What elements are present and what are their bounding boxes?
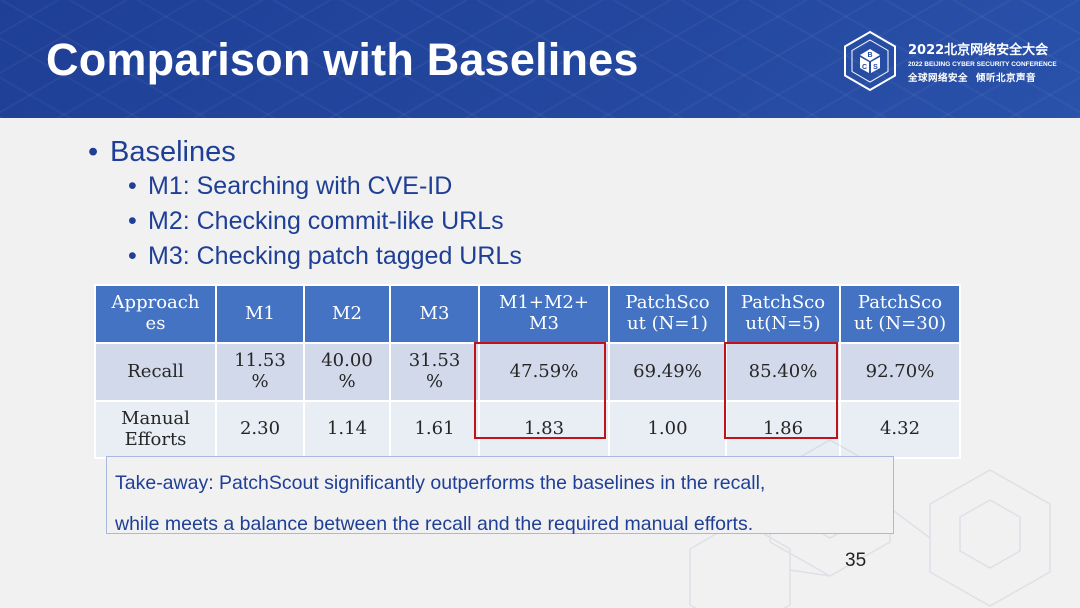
table-cell: 40.00% xyxy=(303,342,391,402)
column-header-approaches: Approach es xyxy=(94,284,217,344)
table-cell: 69.49% xyxy=(608,342,727,402)
sub-bullet-text: M2: Checking commit-like URLs xyxy=(148,207,504,235)
column-header-patchscout-n30: PatchSco ut (N=30) xyxy=(839,284,961,344)
table-cell: 92.70% xyxy=(839,342,961,402)
bullet-heading: • Baselines xyxy=(88,136,522,172)
bullet-dot-icon: • xyxy=(88,136,99,168)
svg-text:B: B xyxy=(867,52,872,59)
comparison-table: Approach es M1 M2 M3 M1+M2+ M3 PatchSco ut … xyxy=(94,284,961,459)
column-header-m1-m2-m3: M1+M2+ M3 xyxy=(478,284,610,344)
svg-text:C: C xyxy=(862,64,867,71)
takeaway-line-1: Take-away: PatchScout significantly outp… xyxy=(115,472,766,494)
bullet-dot-icon: • xyxy=(128,207,137,235)
table-cell: 1.86 xyxy=(725,400,841,459)
table-cell: 4.32 xyxy=(839,400,961,459)
column-header-m2: M2 xyxy=(303,284,391,344)
takeaway-box: Take-away: PatchScout significantly outp… xyxy=(106,456,894,535)
column-header-m3: M3 xyxy=(389,284,480,344)
slogan-left: 全球网络安全 xyxy=(908,73,969,84)
page-number: 35 xyxy=(845,550,867,571)
bullet-list: • Baselines • M1: Searching with CVE-ID • M… xyxy=(88,136,522,277)
svg-text:S: S xyxy=(873,64,878,71)
highlight-box-m1-m2-m3 xyxy=(474,342,606,439)
column-header-patchscout-n5: PatchSco ut(N=5) xyxy=(725,284,841,344)
sub-bullet: • M3: Checking patch tagged URLs xyxy=(88,242,522,277)
table-cell: 47.59% xyxy=(478,342,610,402)
table-cell: 31.53% xyxy=(389,342,480,402)
table-cell: 1.83 xyxy=(478,400,610,459)
table-row-recall: Recall 11.53% 40.00% 31.53% 47.59% 69.49… xyxy=(94,342,961,402)
conference-slogan: 全球网络安全 倾听北京声音 xyxy=(908,70,1057,84)
table-cell: 1.61 xyxy=(389,400,480,459)
row-label-manual-efforts: Manual Efforts xyxy=(94,400,217,459)
bullet-dot-icon: • xyxy=(128,172,137,200)
sub-bullet: • M1: Searching with CVE-ID xyxy=(88,172,522,207)
conference-name-cn: 2022北京网络安全大会 xyxy=(908,43,1049,58)
slide-header: Comparison with Baselines B C S 2022北京网络… xyxy=(0,0,1080,118)
sub-bullet-text: M3: Checking patch tagged URLs xyxy=(148,242,522,270)
bullet-heading-text: Baselines xyxy=(110,136,236,168)
highlight-box-patchscout-n5 xyxy=(724,342,838,439)
table-cell: 2.30 xyxy=(215,400,305,459)
conference-branding: 2022北京网络安全大会 2022 BEIJING CYBER SECURITY… xyxy=(908,39,1057,84)
table-cell: 11.53% xyxy=(215,342,305,402)
bullet-dot-icon: • xyxy=(128,242,137,270)
table-header-row: Approach es M1 M2 M3 M1+M2+ M3 PatchSco ut … xyxy=(94,284,961,344)
column-header-m1: M1 xyxy=(215,284,305,344)
column-header-patchscout-n1: PatchSco ut (N=1) xyxy=(608,284,727,344)
table-cell: 1.00 xyxy=(608,400,727,459)
takeaway-line-2: while meets a balance between the recall… xyxy=(115,513,754,535)
header-texture xyxy=(0,0,1080,118)
slogan-right: 倾听北京声音 xyxy=(976,73,1037,84)
sub-bullet: • M2: Checking commit-like URLs xyxy=(88,207,522,242)
sub-bullet-text: M1: Searching with CVE-ID xyxy=(148,172,453,200)
slide-title: Comparison with Baselines xyxy=(46,34,639,85)
conference-name-en: 2022 BEIJING CYBER SECURITY CONFERENCE xyxy=(908,61,1057,68)
table-row-manual-efforts: Manual Efforts 2.30 1.14 1.61 1.83 1.00 1… xyxy=(94,400,961,459)
table-cell: 85.40% xyxy=(725,342,841,402)
row-label-recall: Recall xyxy=(94,342,217,402)
table-cell: 1.14 xyxy=(303,400,391,459)
bcs-logo-icon: B C S xyxy=(844,30,896,92)
